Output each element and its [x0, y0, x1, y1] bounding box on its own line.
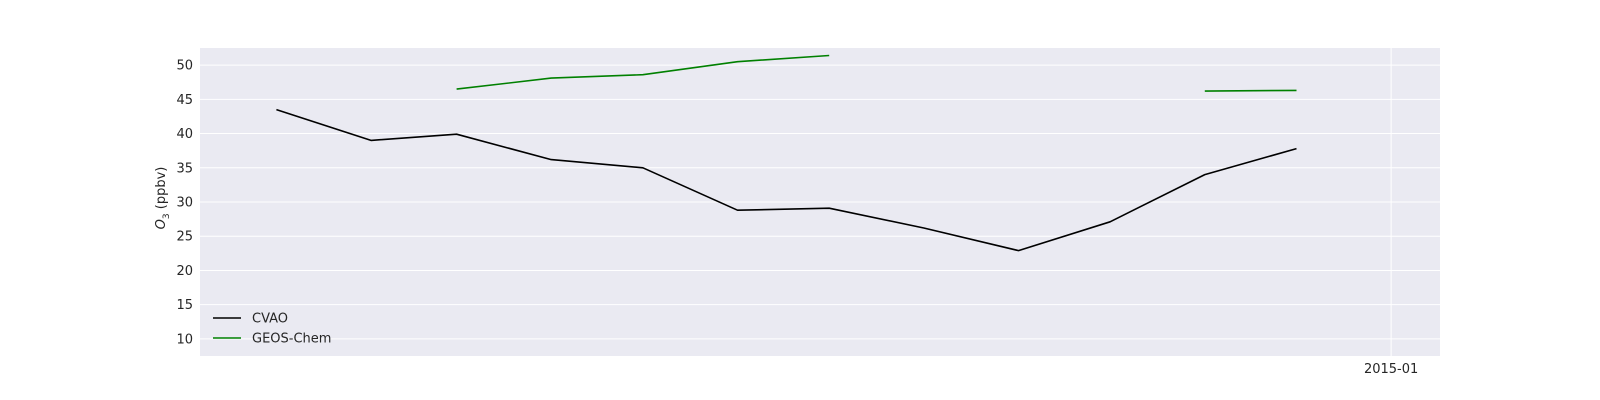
y-tick-label-20: 20	[176, 264, 193, 279]
y-axis-label-unit: (ppbv)	[154, 167, 169, 214]
y-axis-label: O3 (ppbv)	[154, 167, 172, 230]
series-lines	[276, 54, 1297, 252]
series-line-geos-chem-1	[1204, 89, 1297, 92]
legend-label-cvao: CVAO	[252, 312, 288, 327]
series-line-geos-chem-0	[456, 54, 830, 90]
grid-lines	[200, 48, 1440, 356]
y-tick-label-10: 10	[176, 332, 193, 347]
series-geos-chem	[456, 54, 1297, 92]
x-tick-label-2015-01: 2015-01	[1364, 362, 1418, 377]
y-tick-label-25: 25	[176, 230, 193, 245]
y-axis-label-sub: 3	[162, 213, 172, 219]
y-tick-label-45: 45	[176, 93, 193, 108]
y-tick-label-30: 30	[176, 196, 193, 211]
series-cvao	[276, 108, 1297, 252]
y-tick-label-15: 15	[176, 298, 193, 313]
series-line-cvao-0	[276, 108, 1297, 252]
y-tick-label-50: 50	[176, 59, 193, 74]
y-tick-label-35: 35	[176, 161, 193, 176]
y-axis-ticks: 10 15 20 25 30 35 40 45 50	[176, 59, 193, 348]
x-axis-ticks: 2015-01	[1364, 362, 1418, 377]
y-axis-label-main: O	[154, 219, 169, 229]
legend: CVAO GEOS-Chem	[213, 312, 331, 347]
y-tick-label-40: 40	[176, 127, 193, 142]
legend-label-geos-chem: GEOS-Chem	[252, 332, 331, 347]
